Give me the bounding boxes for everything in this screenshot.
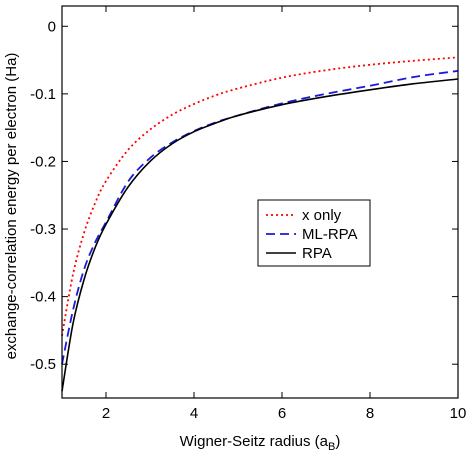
- y-tick-label: -0.2: [30, 153, 56, 170]
- legend: x only ML-RPA RPA: [257, 199, 371, 267]
- x-axis-label-close: ): [335, 433, 340, 450]
- plot-layer: [61, 56, 459, 392]
- x-tick-label: 4: [190, 405, 198, 422]
- series-line-rpa: [61, 78, 459, 392]
- y-tick-label: 0: [48, 18, 56, 35]
- y-tick-label: -0.3: [30, 221, 56, 238]
- series-line-ml-rpa: [61, 69, 459, 365]
- x-axis-label-main: Wigner-Seitz radius (a: [180, 433, 329, 450]
- x-axis-label-subscript: B: [328, 441, 335, 453]
- y-axis-label: exchange-correlation energy per electron…: [3, 53, 20, 360]
- legend-label: RPA: [302, 245, 332, 262]
- x-tick-label: 6: [278, 405, 286, 422]
- x-tick-label: 10: [450, 405, 467, 422]
- x-axis-label: Wigner-Seitz radius (aB): [180, 433, 341, 453]
- x-tick-label: 2: [102, 405, 110, 422]
- legend-box: [257, 199, 371, 267]
- legend-label: ML-RPA: [302, 226, 358, 243]
- y-tick-label: -0.1: [30, 86, 56, 103]
- y-tick-label: -0.5: [30, 356, 56, 373]
- x-tick-label: 8: [366, 405, 374, 422]
- ticks-layer: 2 4 6 8 10 0 -0.1 -0.2 -0.3 -0.4 -0.5: [30, 6, 466, 422]
- legend-label: x only: [302, 207, 342, 224]
- y-tick-label: -0.4: [30, 289, 56, 306]
- plot-frame: [61, 5, 459, 399]
